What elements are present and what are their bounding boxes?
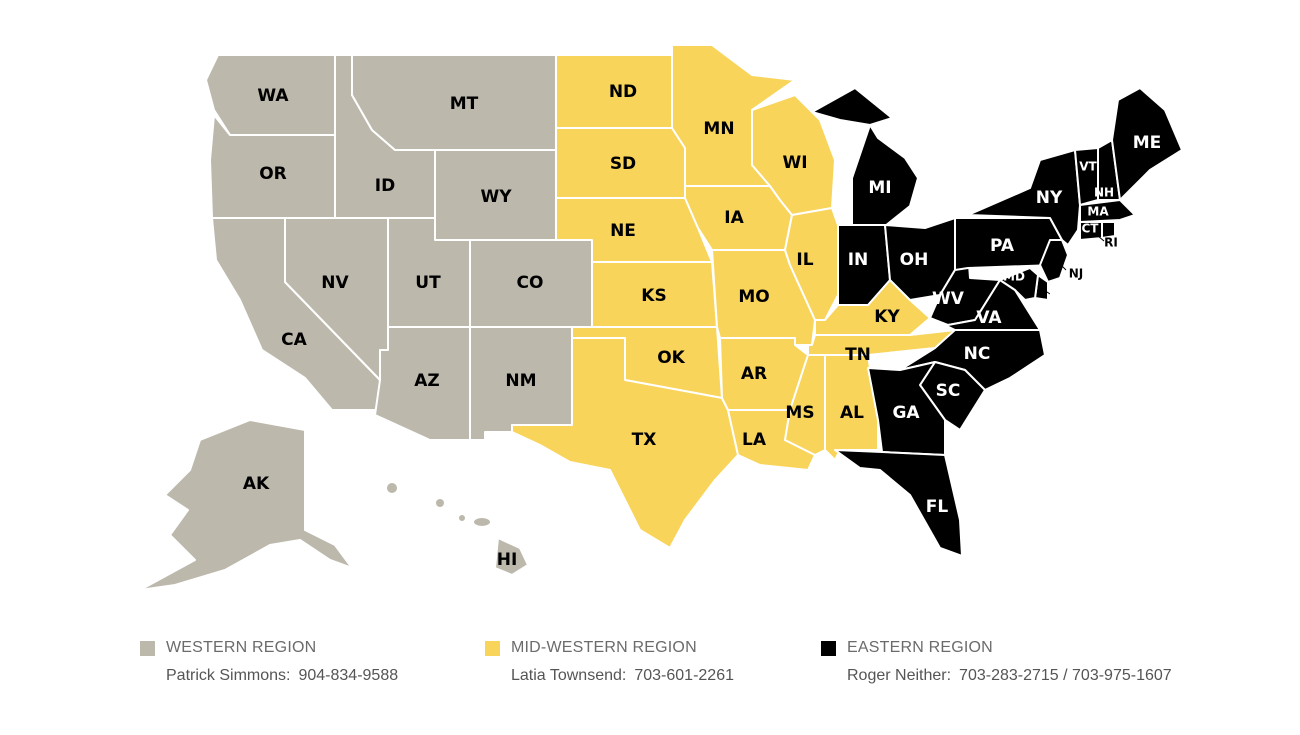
- eastern-swatch: [821, 640, 836, 656]
- state-ak[interactable]: [139, 419, 353, 591]
- label-tx: TX: [632, 430, 657, 450]
- label-mi: MI: [868, 178, 891, 198]
- state-fl[interactable]: [834, 449, 963, 557]
- western-states: [139, 54, 593, 591]
- legend-midwestern: MID-WESTERN REGION Latia Townsend: 703-60…: [485, 637, 734, 685]
- eastern-contact-phone[interactable]: 703-283-2715 / 703-975-1607: [959, 667, 1172, 684]
- label-nh: NH: [1094, 186, 1114, 200]
- eastern-region-name: EASTERN REGION: [847, 639, 993, 656]
- label-id: ID: [375, 176, 395, 196]
- label-ne: NE: [610, 221, 636, 241]
- label-nm: NM: [505, 371, 536, 391]
- label-la: LA: [742, 430, 767, 450]
- state-hi[interactable]: [385, 481, 529, 576]
- label-in: IN: [848, 250, 869, 270]
- label-md: MD: [1003, 270, 1025, 284]
- label-fl: FL: [926, 497, 949, 517]
- label-al: AL: [840, 403, 864, 423]
- label-oh: OH: [900, 250, 929, 270]
- state-ri[interactable]: [1101, 221, 1116, 239]
- label-nc: NC: [964, 344, 991, 364]
- label-mo: MO: [738, 287, 769, 307]
- label-ca: CA: [281, 330, 307, 350]
- midwestern-region-name: MID-WESTERN REGION: [511, 639, 697, 656]
- label-ny: NY: [1036, 188, 1063, 208]
- label-de: DE: [1049, 289, 1067, 303]
- state-ga[interactable]: [867, 361, 946, 456]
- label-me: ME: [1133, 133, 1162, 153]
- label-nj: NJ: [1069, 267, 1084, 281]
- label-tn: TN: [845, 345, 871, 365]
- western-contact-name: Patrick Simmons:: [166, 667, 291, 684]
- label-ky: KY: [874, 307, 900, 327]
- label-wy: WY: [480, 187, 512, 207]
- small-state-leader-lines: [1043, 235, 1105, 295]
- label-sc: SC: [936, 381, 961, 401]
- western-swatch: [140, 640, 155, 656]
- label-hi: HI: [497, 550, 518, 570]
- eastern-states: [811, 87, 1183, 557]
- label-ct: CT: [1082, 222, 1100, 236]
- label-ga: GA: [892, 403, 920, 423]
- label-ks: KS: [641, 286, 666, 306]
- state-ma[interactable]: [1079, 199, 1136, 223]
- label-wa: WA: [257, 86, 289, 106]
- label-va: VA: [976, 308, 1002, 328]
- label-mt: MT: [450, 94, 479, 114]
- western-region-name: WESTERN REGION: [166, 639, 317, 656]
- label-pa: PA: [990, 236, 1015, 256]
- midwestern-swatch: [485, 640, 500, 656]
- label-co: CO: [517, 273, 544, 293]
- midwestern-contact-phone[interactable]: 703-601-2261: [634, 667, 734, 684]
- label-nv: NV: [321, 273, 349, 293]
- label-ut: UT: [415, 273, 441, 293]
- midwestern-contact-name: Latia Townsend:: [511, 667, 627, 684]
- state-mi[interactable]: [811, 87, 919, 227]
- state-in[interactable]: [837, 224, 891, 306]
- western-contact-phone[interactable]: 904-834-9588: [298, 667, 399, 684]
- label-wv: WV: [932, 289, 965, 309]
- label-ok: OK: [657, 348, 685, 368]
- label-ak: AK: [243, 474, 270, 494]
- label-sd: SD: [610, 154, 636, 174]
- label-az: AZ: [414, 371, 439, 391]
- label-ar: AR: [741, 364, 767, 384]
- label-wi: WI: [782, 153, 807, 173]
- legend-eastern: EASTERN REGION Roger Neither: 703-283-271…: [821, 637, 1172, 685]
- midwestern-states: [511, 44, 956, 549]
- state-md[interactable]: [999, 267, 1039, 301]
- label-mn: MN: [703, 119, 734, 139]
- state-nj[interactable]: [1039, 239, 1069, 283]
- midwestern-contact: Latia Townsend: 703-601-2261: [511, 667, 734, 685]
- label-vt: VT: [1079, 160, 1097, 174]
- label-il: IL: [796, 250, 813, 270]
- label-nd: ND: [609, 82, 637, 102]
- eastern-contact-name: Roger Neither:: [847, 667, 952, 684]
- state-tx[interactable]: [511, 337, 739, 549]
- label-ia: IA: [724, 208, 744, 228]
- label-ri: RI: [1104, 236, 1118, 250]
- label-ms: MS: [785, 403, 814, 423]
- state-me[interactable]: [1111, 87, 1183, 201]
- state-al[interactable]: [824, 354, 879, 461]
- western-contact: Patrick Simmons: 904-834-9588: [166, 667, 398, 685]
- eastern-contact: Roger Neither: 703-283-2715 / 703-975-160…: [847, 667, 1172, 685]
- label-ma: MA: [1087, 205, 1109, 219]
- legend-western: WESTERN REGION Patrick Simmons: 904-834-9…: [140, 637, 398, 685]
- label-or: OR: [259, 164, 287, 184]
